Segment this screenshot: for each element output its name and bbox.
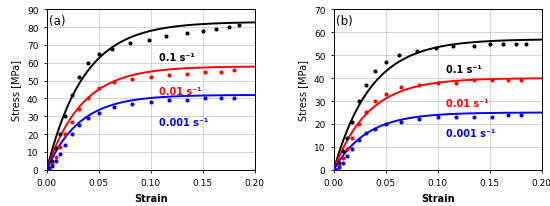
- Y-axis label: Stress [MPa]: Stress [MPa]: [12, 60, 21, 121]
- Text: 0.1 s⁻¹: 0.1 s⁻¹: [446, 65, 482, 75]
- Text: (a): (a): [49, 15, 65, 28]
- X-axis label: Strain: Strain: [134, 193, 168, 203]
- Text: 0.01 s⁻¹: 0.01 s⁻¹: [159, 87, 201, 97]
- Text: (b): (b): [336, 15, 353, 28]
- Text: 0.001 s⁻¹: 0.001 s⁻¹: [159, 117, 208, 127]
- Text: 0.01 s⁻¹: 0.01 s⁻¹: [446, 99, 488, 109]
- X-axis label: Strain: Strain: [421, 193, 454, 203]
- Text: 0.1 s⁻¹: 0.1 s⁻¹: [159, 53, 195, 63]
- Y-axis label: Stress [MPa]: Stress [MPa]: [299, 60, 309, 121]
- Text: 0.001 s⁻¹: 0.001 s⁻¹: [446, 129, 496, 138]
